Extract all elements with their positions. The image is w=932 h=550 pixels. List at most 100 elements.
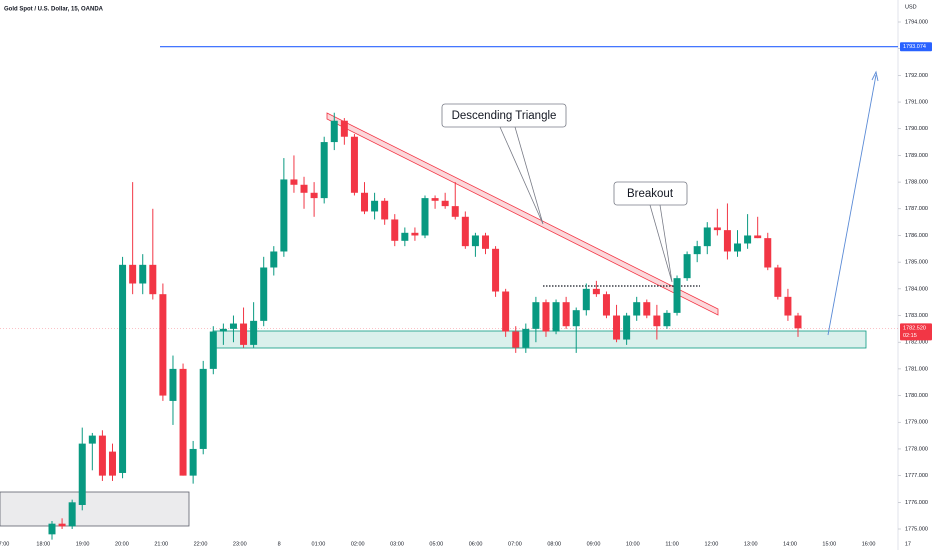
- candle-body: [673, 278, 681, 313]
- x-tick-label: 13:00: [744, 541, 758, 547]
- price-tag-label: 1793.074: [903, 44, 926, 50]
- candle-body: [189, 448, 197, 476]
- x-tick-label: 11:00: [665, 541, 678, 547]
- y-tick-label: 1780.000: [905, 393, 928, 399]
- y-tick-label: 1777.000: [905, 473, 928, 479]
- x-tick-label: 15:00: [822, 541, 836, 547]
- candle-body: [713, 227, 721, 231]
- candle-body: [98, 435, 106, 476]
- candle-body: [119, 264, 127, 473]
- last-price-label: 1782.520: [903, 325, 926, 331]
- x-tick-label: 16:00: [862, 541, 876, 547]
- candle-body: [562, 302, 570, 327]
- candle-body: [290, 179, 298, 185]
- candle-body: [240, 323, 248, 345]
- x-tick-label: 01:00: [312, 541, 326, 547]
- candle-body: [381, 200, 389, 220]
- candle-body: [361, 192, 369, 212]
- y-tick-label: 1784.000: [905, 286, 928, 292]
- candle-body: [401, 232, 409, 241]
- candle-body: [512, 331, 520, 348]
- candle-body: [481, 235, 489, 249]
- candle-body: [663, 312, 671, 327]
- y-tick-label: 1785.000: [905, 260, 928, 266]
- y-tick-label: 1789.000: [905, 153, 928, 159]
- candle-body: [552, 302, 560, 332]
- candle-body: [48, 523, 56, 535]
- candle-body: [300, 184, 308, 193]
- candle-body: [108, 451, 116, 476]
- candle-body: [764, 238, 772, 268]
- projection-arrow: [827, 74, 877, 336]
- candle-body: [723, 230, 731, 252]
- candle-body: [602, 294, 610, 316]
- candle-body: [582, 288, 590, 311]
- candle-body: [209, 331, 217, 369]
- x-tick-label: 03:00: [390, 541, 404, 547]
- y-tick-label: 1783.000: [905, 313, 928, 319]
- x-tick-label: 06:00: [469, 541, 483, 547]
- candle-body: [532, 302, 540, 329]
- y-tick-label: 1782.000: [905, 340, 928, 346]
- x-tick-label: 7:00: [0, 541, 9, 547]
- x-tick-label: 07:00: [508, 541, 522, 547]
- candle-body: [88, 435, 96, 444]
- candle-body: [421, 198, 429, 236]
- y-tick-label: 1792.000: [905, 73, 928, 79]
- candle-body: [280, 179, 288, 252]
- x-tick-label: 10:00: [626, 541, 640, 547]
- x-tick-label: 14:00: [783, 541, 797, 547]
- candle-body: [330, 120, 338, 143]
- x-tick-label: 8: [278, 541, 281, 547]
- y-tick-label: 1787.000: [905, 206, 928, 212]
- y-tick-label: 1786.000: [905, 233, 928, 239]
- demand-zone: [212, 330, 867, 349]
- callout-box: [613, 181, 688, 206]
- y-tick-label: 1778.000: [905, 446, 928, 452]
- candle-body: [441, 200, 449, 207]
- candle-body: [703, 227, 711, 247]
- x-tick-label: 20:00: [115, 541, 129, 547]
- candle-body: [492, 248, 500, 292]
- candle-body: [350, 136, 358, 193]
- candle-body: [592, 288, 600, 295]
- candle-body: [229, 323, 237, 329]
- candle-body: [461, 216, 469, 247]
- x-tick-label: 02:00: [351, 541, 365, 547]
- candle-body: [169, 368, 177, 401]
- candle-body: [653, 315, 661, 327]
- candle-body: [139, 264, 147, 284]
- candle-body: [340, 120, 348, 137]
- annotation: Descending Triangle: [452, 110, 557, 122]
- x-tick-label: 18:00: [36, 541, 50, 547]
- candle-body: [149, 264, 157, 295]
- candle-body: [320, 142, 328, 199]
- x-tick-label: 09:00: [587, 541, 601, 547]
- candle-body: [250, 320, 258, 345]
- candle-body: [784, 296, 792, 316]
- x-tick-label: 23:00: [233, 541, 247, 547]
- candle-body: [643, 302, 651, 316]
- support-zone: [0, 491, 190, 527]
- candle-body: [260, 267, 268, 321]
- arrow-head: [871, 70, 879, 82]
- candle-body: [159, 294, 167, 396]
- candle-body: [471, 235, 479, 247]
- x-tick-label: 21:00: [154, 541, 168, 547]
- candle-body: [129, 264, 137, 284]
- candle-body: [522, 328, 530, 348]
- candle-body: [613, 315, 621, 340]
- candle-body: [431, 198, 439, 201]
- y-tick-label: 1791.000: [905, 100, 928, 106]
- candle-body: [754, 235, 762, 239]
- x-tick-label: 19:00: [76, 541, 90, 547]
- y-tick-label: 1788.000: [905, 180, 928, 186]
- candle-body: [78, 443, 86, 505]
- candle-body: [794, 315, 802, 329]
- currency-label: USD: [905, 4, 917, 10]
- series-layer: 1775.000 1776.000 1777.000 1778.000 1779.000…: [0, 19, 932, 547]
- candle-body: [391, 219, 399, 241]
- x-tick-label: 17: [905, 541, 911, 547]
- candle-body: [633, 302, 641, 316]
